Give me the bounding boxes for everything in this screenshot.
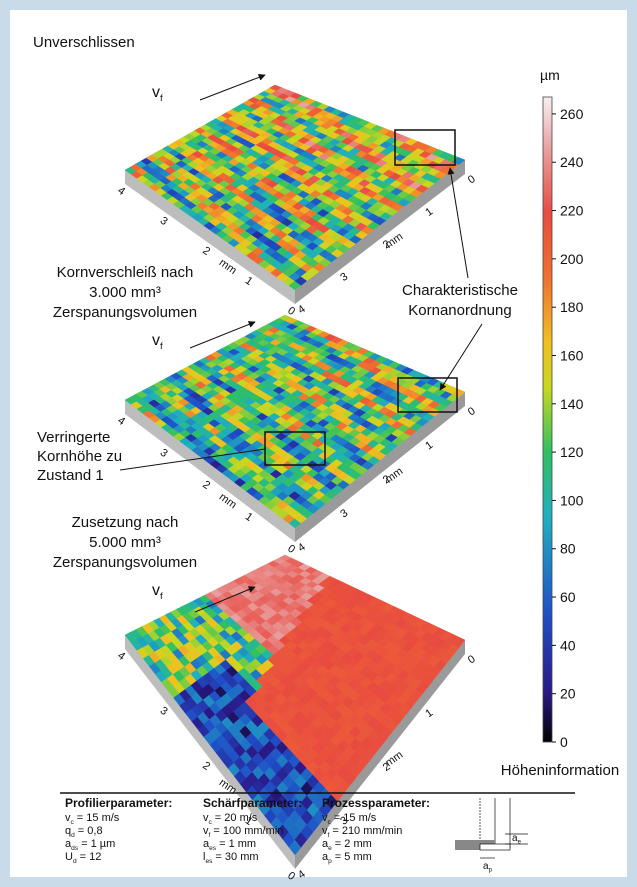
symbol-sub: d <box>73 858 77 865</box>
symbol-value: = 5 mm <box>335 851 372 863</box>
symbol-value: = 30 mm <box>215 851 258 863</box>
annotation: Charakteristische <box>402 282 518 299</box>
colorbar-tick-label: 240 <box>560 154 584 170</box>
colorbar-tick-label: 160 <box>560 347 584 363</box>
colorbar-label: Höheninformation <box>501 762 619 779</box>
colorbar-tick-label: 260 <box>560 106 584 122</box>
panel-title: Zerspanungsvolumen <box>53 554 197 571</box>
panel-title: 3.000 mm³ <box>89 284 161 301</box>
symbol-base: v <box>152 332 160 349</box>
symbol-sub: d <box>71 832 75 839</box>
symbol: vf= 100 mm/min <box>203 825 283 839</box>
colorbar-tick-label: 200 <box>560 251 584 267</box>
symbol-sub: es <box>205 858 213 865</box>
symbol-value: = 12 <box>80 851 102 863</box>
symbol: Ud= 12 <box>65 851 101 865</box>
symbol-value: = 0,8 <box>78 825 103 837</box>
colorbar-tick-label: 0 <box>560 734 568 750</box>
colorbar-tick-label: 80 <box>560 541 576 557</box>
symbol-value: = 20 m/s <box>215 812 258 824</box>
symbol-base: v <box>152 84 160 101</box>
symbol-value: = 2 mm <box>335 838 372 850</box>
colorbar <box>543 97 552 742</box>
annotation: Kornhöhe zu <box>37 448 122 465</box>
page: Unverschlissenvf4321043210mmmmKornversch… <box>0 0 637 887</box>
symbol-value: = 15 m/s <box>334 812 377 824</box>
symbol-value: = 1 mm <box>219 838 256 850</box>
panel-title: Kornverschleiß nach <box>57 264 194 281</box>
parameter-heading: Schärfparameter: <box>203 796 302 810</box>
diagram-part <box>480 844 510 850</box>
panel-title: 5.000 mm³ <box>89 534 161 551</box>
panel-title: Unverschlissen <box>33 34 135 51</box>
annotation: Zustand 1 <box>37 467 104 484</box>
symbol-value: = 15 m/s <box>77 812 120 824</box>
symbol-base: U <box>65 851 73 863</box>
colorbar-tick-label: 100 <box>560 492 584 508</box>
symbol-value: = 210 mm/min <box>332 825 402 837</box>
symbol-value: = 100 mm/min <box>213 825 283 837</box>
colorbar-tick-label: 40 <box>560 637 576 653</box>
symbol-sub: f <box>160 93 163 104</box>
symbol-sub: f <box>160 341 163 352</box>
symbol-base: v <box>152 582 160 599</box>
colorbar-unit: µm <box>540 67 560 83</box>
annotation: Kornanordnung <box>408 302 511 319</box>
colorbar-tick-label: 20 <box>560 686 576 702</box>
parameter-heading: Profilierparameter: <box>65 796 172 810</box>
figure: Unverschlissenvf4321043210mmmmKornversch… <box>0 0 637 887</box>
annotation: Verringerte <box>37 429 110 446</box>
symbol-sub: f <box>160 591 163 602</box>
symbol-sub: p <box>328 858 332 865</box>
colorbar-tick-label: 140 <box>560 396 584 412</box>
symbol-sub: e <box>328 845 332 852</box>
colorbar-tick-label: 220 <box>560 203 584 219</box>
colorbar-tick-label: 180 <box>560 299 584 315</box>
parameter-heading: Prozessparameter: <box>322 796 430 810</box>
symbol: qd= 0,8 <box>65 825 103 839</box>
symbol: vf= 210 mm/min <box>322 825 402 839</box>
colorbar-tick-label: 120 <box>560 444 584 460</box>
panel-title: Zerspanungsvolumen <box>53 304 197 321</box>
symbol-value: = 1 µm <box>81 838 115 850</box>
colorbar-tick-label: 60 <box>560 589 576 605</box>
panel-title: Zusetzung nach <box>72 514 179 531</box>
